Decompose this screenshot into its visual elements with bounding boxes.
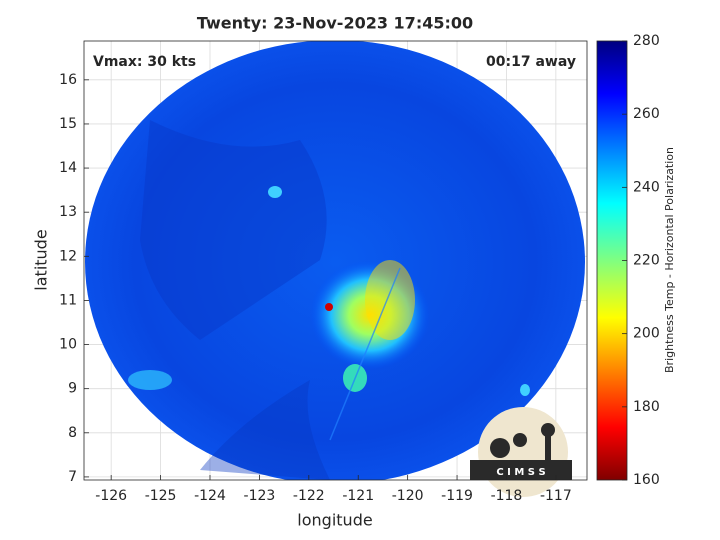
- y-tick-label: 7: [68, 469, 77, 485]
- colorbar-tick-label: 260: [633, 106, 660, 122]
- x-tick-label: -121: [342, 488, 374, 504]
- y-axis-label: latitude: [32, 229, 51, 290]
- y-tick-label: 8: [68, 425, 77, 441]
- chart-title: Twenty: 23-Nov-2023 17:45:00: [197, 14, 473, 33]
- colorbar-tick-label: 220: [633, 253, 660, 269]
- annotation: 00:17 away: [486, 54, 576, 70]
- y-tick-label: 15: [59, 116, 77, 132]
- y-tick-label: 12: [59, 248, 77, 264]
- annotation: Vmax: 30 kts: [93, 54, 196, 70]
- logo-text: C I M S S: [496, 467, 545, 478]
- x-tick-label: -124: [194, 488, 226, 504]
- x-tick-label: -125: [145, 488, 177, 504]
- colorbar-tick-label: 160: [633, 472, 660, 488]
- colorbar-tick-label: 200: [633, 326, 660, 342]
- x-tick-label: -122: [293, 488, 325, 504]
- x-tick-label: -117: [540, 488, 572, 504]
- colorbar-tick-label: 280: [633, 33, 660, 49]
- y-tick-label: 13: [59, 204, 77, 220]
- y-tick-label: 9: [68, 381, 77, 397]
- y-tick-label: 16: [59, 72, 77, 88]
- cimss-logo: C I M S S: [470, 407, 572, 497]
- colorbar-label: Brightness Temp - Horizontal Polarizatio…: [663, 147, 676, 373]
- x-tick-label: -123: [244, 488, 276, 504]
- x-tick-label: -118: [491, 488, 523, 504]
- x-tick-label: -120: [392, 488, 424, 504]
- colorbar-tick-label: 240: [633, 179, 660, 195]
- swath-image: [85, 41, 585, 480]
- x-axis-label: longitude: [297, 511, 372, 530]
- colorbar-tick-label: 180: [633, 399, 660, 415]
- y-tick-label: 10: [59, 337, 77, 353]
- y-tick-label: 11: [59, 292, 77, 308]
- plot-frame: [83, 40, 588, 481]
- x-tick-label: -119: [441, 488, 473, 504]
- y-tick-label: 14: [59, 160, 77, 176]
- x-tick-label: -126: [95, 488, 127, 504]
